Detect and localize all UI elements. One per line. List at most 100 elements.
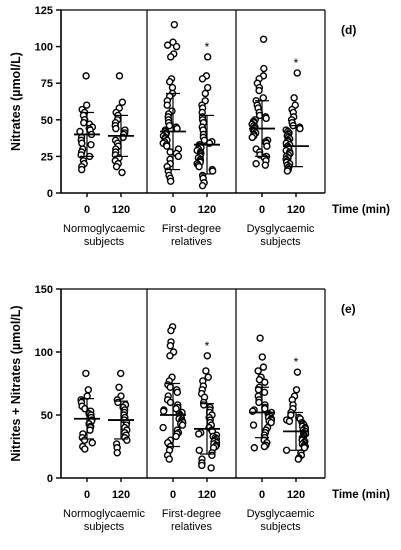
data-point [173, 388, 182, 397]
x-tick-label: 120 [198, 204, 216, 216]
y-axis-label: Nitrites + Nitrates (µmol/L) [9, 305, 23, 461]
data-point [290, 94, 298, 102]
x-tick-label: 120 [112, 489, 130, 501]
data-point [285, 417, 294, 425]
group-name-label: subjects [260, 521, 301, 533]
significance-marker: * [205, 339, 210, 353]
data-point [86, 426, 94, 434]
data-point [195, 162, 203, 171]
group-name-label: relatives [171, 236, 212, 248]
group-name-label: subjects [84, 521, 125, 533]
data-point [166, 352, 174, 360]
data-point [166, 342, 175, 350]
data-point [195, 446, 203, 454]
panel-d: 0 25 50 75 100 125 Nitrates (µmol/L) (d) Time (m… [9, 5, 390, 248]
data-point [114, 398, 122, 407]
data-point [258, 353, 267, 361]
significance-marker: * [205, 40, 210, 54]
y-tick-label: 50 [41, 115, 53, 127]
data-point [201, 89, 210, 98]
x-tick-label: 0 [170, 204, 176, 216]
group-name-label: Normoglycaemic [63, 223, 145, 235]
data-point [123, 436, 131, 444]
data-point [252, 160, 260, 168]
data-point [254, 367, 262, 375]
data-point [256, 334, 264, 342]
x-axis-label: Time (min) [332, 204, 390, 216]
data-point [293, 368, 302, 376]
data-point [163, 142, 171, 150]
data-point [249, 421, 258, 429]
data-point [267, 418, 275, 427]
panel-label: (d) [341, 23, 356, 37]
y-tick-label: 100 [35, 42, 53, 54]
data-point [178, 421, 187, 429]
data-point [195, 430, 203, 438]
group-name-label: subjects [84, 236, 125, 248]
data-point [78, 139, 86, 147]
data-point [282, 446, 291, 454]
significance-marker: * [294, 56, 299, 70]
data-point [81, 445, 89, 453]
panel-label: (e) [341, 302, 356, 316]
data-point [82, 72, 90, 80]
x-tick-label: 0 [170, 489, 176, 501]
data-point [165, 78, 174, 86]
data-point [203, 83, 212, 92]
data-point [296, 124, 304, 133]
x-tick-label: 0 [84, 204, 90, 216]
data-point [118, 98, 127, 106]
data-point [84, 386, 93, 394]
y-tick-label: 150 [35, 284, 53, 296]
data-point [115, 72, 124, 80]
data-point [112, 124, 120, 133]
data-point [248, 133, 256, 142]
data-point [117, 369, 125, 378]
data-point [167, 53, 175, 61]
data-point [118, 168, 126, 177]
y-axis-label: Nitrates (µmol/L) [9, 52, 23, 151]
y-tick-label: 75 [41, 78, 53, 90]
data-point [208, 451, 216, 460]
data-point [78, 165, 86, 174]
data-point [292, 386, 301, 394]
data-point [163, 101, 171, 109]
data-point [166, 383, 174, 391]
data-point [200, 401, 208, 409]
data-point [166, 177, 175, 185]
y-tick-label: 25 [41, 151, 53, 163]
data-point [259, 363, 268, 371]
data-point [82, 369, 90, 378]
x-tick-label: 0 [259, 204, 265, 216]
data-point [207, 464, 215, 472]
data-point [168, 83, 177, 92]
group-name-label: First-degree [162, 223, 221, 235]
data-point [208, 167, 217, 175]
data-point [262, 114, 270, 123]
group-name-label: Dysglycaemic [247, 223, 315, 235]
data-point [198, 75, 207, 83]
data-point [300, 444, 309, 452]
data-point [167, 326, 175, 335]
data-point [255, 398, 263, 407]
significance-marker: * [294, 355, 299, 369]
data-point [259, 35, 268, 43]
panel-e: 0 50 100 150 Nitrites + Nitrates (µmol/L) (e)… [9, 284, 390, 533]
data-point [113, 449, 121, 457]
data-point [163, 41, 172, 49]
data-point [115, 383, 123, 391]
data-point [77, 151, 85, 159]
data-point [202, 367, 210, 375]
data-point [172, 432, 180, 441]
data-point [174, 152, 183, 161]
data-point [260, 442, 269, 451]
data-point [88, 439, 96, 447]
x-tick-label: 0 [84, 489, 90, 501]
data-point [81, 405, 89, 413]
